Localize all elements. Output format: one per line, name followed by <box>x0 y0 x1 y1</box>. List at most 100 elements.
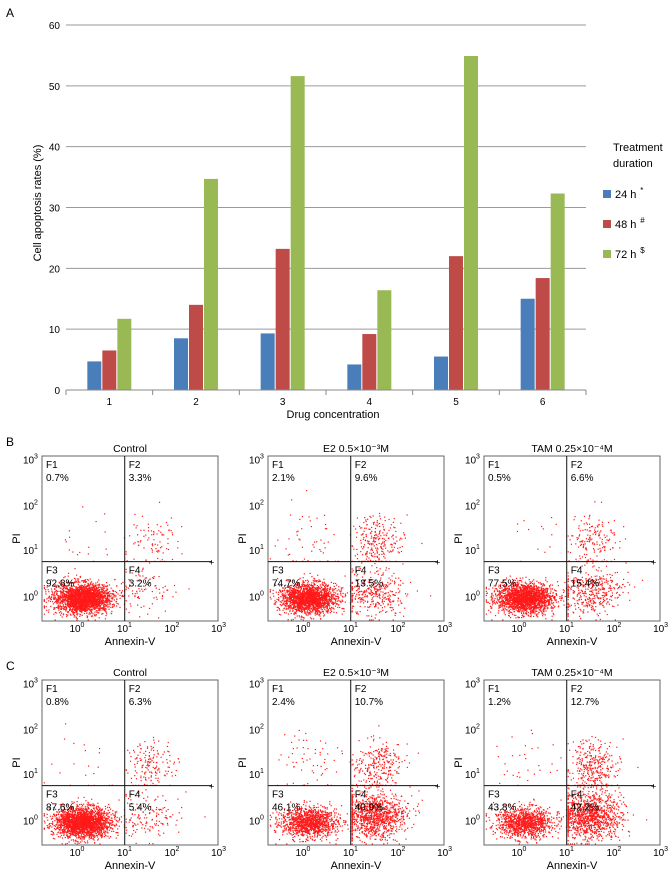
quadrant-percent: 2.4% <box>272 697 295 708</box>
x-axis-label: Annexin-V <box>105 636 156 648</box>
x-tick-label: 10 <box>211 848 223 859</box>
x-tick-label: 10 <box>511 624 523 635</box>
x-tick-label: 3 <box>280 397 286 408</box>
x-tick-label: 10 <box>437 848 449 859</box>
x-tick-exponent: 3 <box>222 622 226 629</box>
x-tick-exponent: 0 <box>522 846 526 853</box>
quadrant-name: F2 <box>129 460 141 471</box>
plot-title: TAM 0.25×10⁻⁴M <box>531 667 612 679</box>
x-tick-exponent: 0 <box>306 846 310 853</box>
x-tick-label: 10 <box>606 848 618 859</box>
y-tick-label: 10 <box>23 816 35 827</box>
quadrant-name: F4 <box>355 566 367 577</box>
y-axis-label: PI <box>453 757 465 767</box>
x-tick-label: 2 <box>193 397 199 408</box>
quadrant-percent: 87.6% <box>46 803 74 814</box>
quadrant-percent: 0.7% <box>46 473 69 484</box>
legend-title-line: duration <box>613 158 653 170</box>
y-tick-exponent: 1 <box>34 768 38 775</box>
x-tick-exponent: 1 <box>354 622 358 629</box>
x-axis-label: Annexin-V <box>547 860 598 872</box>
y-tick-label: 10 <box>465 770 477 781</box>
y-tick-exponent: 0 <box>34 590 38 597</box>
y-tick-label: 10 <box>249 592 261 603</box>
x-tick-exponent: 2 <box>401 622 405 629</box>
plot-title: Control <box>113 667 147 679</box>
x-tick-label: 10 <box>211 624 223 635</box>
quadrant-percent: 12.7% <box>571 697 599 708</box>
x-tick-exponent: 2 <box>617 622 621 629</box>
plot-frame <box>483 679 661 846</box>
quadrant-name: F3 <box>272 566 284 577</box>
panel-letter-a: A <box>6 6 14 20</box>
x-tick-label: 10 <box>390 624 402 635</box>
legend-swatch <box>603 190 611 198</box>
plot-title: Control <box>113 443 147 455</box>
quadrant-percent: 40.9% <box>355 803 383 814</box>
y-tick-exponent: 1 <box>476 544 480 551</box>
y-tick-label: 30 <box>49 204 61 215</box>
y-axis-label: PI <box>237 533 249 543</box>
panel-letter-c: C <box>6 659 15 673</box>
y-tick-label: 20 <box>49 264 61 275</box>
y-tick-label: 10 <box>465 592 477 603</box>
y-tick-label: 10 <box>465 726 477 737</box>
y-tick-label: 10 <box>23 679 35 690</box>
x-axis-label: Annexin-V <box>331 636 382 648</box>
plot-title: E2 0.5×10⁻³M <box>323 667 389 679</box>
x-tick-exponent: 2 <box>175 846 179 853</box>
quadrant-percent: 3.2% <box>129 579 152 590</box>
x-tick-exponent: 3 <box>664 846 668 853</box>
y-tick-label: 0 <box>54 386 60 397</box>
quadrant-name: F1 <box>272 460 284 471</box>
y-tick-exponent: 2 <box>34 724 38 731</box>
x-tick-label: 10 <box>343 848 355 859</box>
y-tick-label: 50 <box>49 82 61 93</box>
legend-superscript: # <box>640 216 645 225</box>
legend-label: 48 h <box>615 219 636 231</box>
bar-48h-cat6 <box>535 278 550 390</box>
gate-handle: + <box>209 558 214 568</box>
y-tick-label: 60 <box>49 21 61 32</box>
bar-24h-cat1 <box>87 361 102 390</box>
legend: Treatment duration 24 h * 48 h #72 h $ <box>603 142 663 261</box>
bar-72h-cat4 <box>377 290 392 390</box>
x-tick-label: 5 <box>453 397 459 408</box>
gate-handle: + <box>435 782 440 792</box>
x-axis-label: Annexin-V <box>547 636 598 648</box>
x-tick-label: 10 <box>117 848 129 859</box>
quadrant-percent: 43.8% <box>488 803 516 814</box>
x-axis-label: Drug concentration <box>287 409 380 421</box>
plot-title: E2 0.5×10⁻³M <box>323 443 389 455</box>
y-tick-exponent: 2 <box>260 724 264 731</box>
y-tick-exponent: 2 <box>476 724 480 731</box>
y-axis-label: PI <box>237 757 249 767</box>
bar-24h-cat2 <box>174 338 188 390</box>
quadrant-name: F1 <box>46 684 58 695</box>
plot-frame <box>483 455 661 622</box>
y-tick-exponent: 3 <box>260 453 264 460</box>
quadrant-percent: 13.5% <box>355 579 383 590</box>
quadrant-name: F4 <box>129 790 141 801</box>
bar-24h-cat3 <box>260 333 275 390</box>
bar-48h-cat1 <box>102 350 117 390</box>
gate-handle: + <box>651 558 656 568</box>
legend-label: 24 h <box>615 189 636 201</box>
quadrant-name: F1 <box>488 460 500 471</box>
y-tick-label: 10 <box>249 502 261 513</box>
x-tick-exponent: 0 <box>80 622 84 629</box>
y-axis-label: Cell apoptosis rates (%) <box>32 145 44 262</box>
bar-48h-cat4 <box>362 334 377 390</box>
quadrant-name: F4 <box>571 790 583 801</box>
x-tick-exponent: 3 <box>222 846 226 853</box>
x-tick-label: 10 <box>164 624 176 635</box>
x-tick-label: 10 <box>295 624 307 635</box>
y-tick-exponent: 0 <box>476 590 480 597</box>
quadrant-name: F4 <box>355 790 367 801</box>
y-tick-label: 10 <box>249 770 261 781</box>
y-tick-exponent: 0 <box>260 814 264 821</box>
